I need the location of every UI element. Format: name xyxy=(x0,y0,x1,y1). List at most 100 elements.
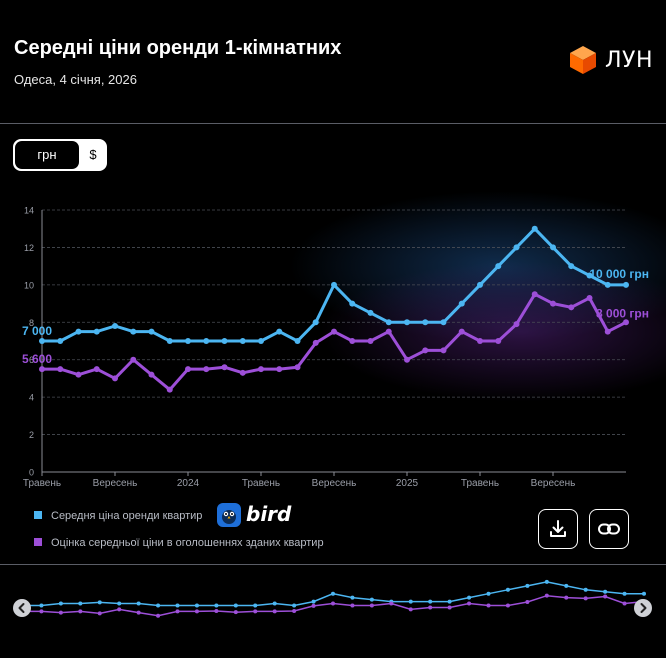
bird-sponsor-logo[interactable]: bird xyxy=(217,502,291,529)
range-navigator[interactable] xyxy=(0,575,666,645)
data-point-0[interactable] xyxy=(495,263,502,270)
currency-option-uah[interactable]: грн xyxy=(15,141,79,169)
data-point-0[interactable] xyxy=(276,328,283,335)
series-end-label-1: 8 000 грн xyxy=(596,306,649,320)
data-point-1[interactable] xyxy=(404,356,410,363)
data-point-1[interactable] xyxy=(294,364,301,371)
data-point-0[interactable] xyxy=(586,272,593,279)
data-point-1[interactable] xyxy=(568,304,575,311)
data-point-0[interactable] xyxy=(458,300,465,307)
legend-item-estimate[interactable]: Оцінка середньої ціни в оголошеннях здан… xyxy=(34,537,324,549)
data-point-0[interactable] xyxy=(130,328,137,335)
data-point-0[interactable] xyxy=(239,338,246,344)
data-point-1[interactable] xyxy=(367,338,374,344)
mini-data-point-1 xyxy=(505,603,510,608)
data-point-0[interactable] xyxy=(513,244,520,251)
data-point-1[interactable] xyxy=(239,369,246,376)
data-point-1[interactable] xyxy=(550,300,556,307)
data-point-1[interactable] xyxy=(312,339,319,346)
data-point-1[interactable] xyxy=(477,338,483,344)
legend-item-rent[interactable]: Середня ціна оренди квартир xyxy=(34,510,202,522)
data-point-1[interactable] xyxy=(93,366,100,373)
scroll-left-button[interactable] xyxy=(13,599,31,617)
data-point-1[interactable] xyxy=(276,366,283,373)
y-tick-label: 8 xyxy=(29,318,34,328)
y-tick-label: 10 xyxy=(24,280,34,290)
series-start-label-1: 5 600 xyxy=(22,352,52,366)
data-point-1[interactable] xyxy=(531,291,538,298)
data-point-1[interactable] xyxy=(495,338,502,344)
data-point-1[interactable] xyxy=(166,386,173,393)
data-point-0[interactable] xyxy=(568,263,575,270)
data-point-0[interactable] xyxy=(148,328,155,335)
x-tick-label: Вересень xyxy=(531,478,576,489)
data-point-1[interactable] xyxy=(112,375,118,382)
data-point-0[interactable] xyxy=(75,328,82,335)
data-point-0[interactable] xyxy=(203,338,210,344)
scroll-right-button[interactable] xyxy=(634,599,652,617)
data-point-1[interactable] xyxy=(458,328,465,335)
data-point-1[interactable] xyxy=(623,319,629,326)
data-point-1[interactable] xyxy=(513,321,520,328)
data-point-1[interactable] xyxy=(185,366,191,373)
mini-data-point-1 xyxy=(156,613,161,618)
data-point-0[interactable] xyxy=(385,319,392,326)
data-point-0[interactable] xyxy=(422,319,429,326)
data-point-1[interactable] xyxy=(586,294,593,301)
data-point-0[interactable] xyxy=(39,338,45,344)
data-point-0[interactable] xyxy=(440,319,447,326)
data-point-0[interactable] xyxy=(221,338,228,344)
data-point-1[interactable] xyxy=(39,366,45,373)
data-point-0[interactable] xyxy=(550,244,556,251)
data-point-0[interactable] xyxy=(404,319,410,326)
data-point-1[interactable] xyxy=(331,328,337,335)
data-point-1[interactable] xyxy=(148,371,155,378)
data-point-0[interactable] xyxy=(57,338,64,344)
data-point-1[interactable] xyxy=(422,347,429,354)
x-tick-label: Травень xyxy=(461,478,499,489)
data-point-0[interactable] xyxy=(112,323,118,330)
mini-data-point-0 xyxy=(428,599,433,604)
mini-data-point-0 xyxy=(272,601,277,606)
legend-label-estimate: Оцінка середньої ціни в оголошеннях здан… xyxy=(51,537,324,549)
data-point-0[interactable] xyxy=(349,300,356,307)
data-point-0[interactable] xyxy=(93,328,100,335)
currency-toggle: грн $ xyxy=(13,139,107,171)
data-point-1[interactable] xyxy=(130,356,137,363)
mini-data-point-0 xyxy=(194,603,199,608)
data-point-0[interactable] xyxy=(367,309,374,316)
data-point-0[interactable] xyxy=(294,338,301,344)
mini-data-point-0 xyxy=(467,595,472,600)
data-point-1[interactable] xyxy=(385,328,392,335)
mini-data-point-1 xyxy=(428,605,433,610)
data-point-0[interactable] xyxy=(166,338,173,344)
download-button[interactable] xyxy=(538,509,578,549)
data-point-0[interactable] xyxy=(623,281,629,288)
currency-option-usd[interactable]: $ xyxy=(89,147,97,162)
data-point-0[interactable] xyxy=(185,338,191,344)
data-point-1[interactable] xyxy=(604,328,611,335)
data-point-1[interactable] xyxy=(221,364,228,371)
lun-logo[interactable]: ЛУН xyxy=(567,44,657,76)
cube-icon xyxy=(570,46,596,74)
data-point-1[interactable] xyxy=(349,338,356,344)
data-point-0[interactable] xyxy=(258,338,264,344)
data-point-0[interactable] xyxy=(604,281,611,288)
data-point-1[interactable] xyxy=(440,347,447,354)
data-point-1[interactable] xyxy=(258,366,264,373)
data-point-1[interactable] xyxy=(57,366,64,373)
x-tick-label: Травень xyxy=(23,478,61,489)
copy-link-button[interactable] xyxy=(589,509,629,549)
y-tick-label: 0 xyxy=(29,468,34,478)
data-point-0[interactable] xyxy=(477,281,483,288)
data-point-0[interactable] xyxy=(531,225,538,232)
mini-data-point-1 xyxy=(408,607,413,612)
glow-estimate xyxy=(320,261,666,402)
mini-data-point-0 xyxy=(292,603,297,608)
data-point-0[interactable] xyxy=(331,281,337,288)
page-subtitle: Одеса, 4 січня, 2026 xyxy=(14,72,137,87)
data-point-0[interactable] xyxy=(312,319,319,326)
data-point-1[interactable] xyxy=(75,371,82,378)
footer-divider xyxy=(0,564,666,565)
data-point-1[interactable] xyxy=(203,366,210,373)
